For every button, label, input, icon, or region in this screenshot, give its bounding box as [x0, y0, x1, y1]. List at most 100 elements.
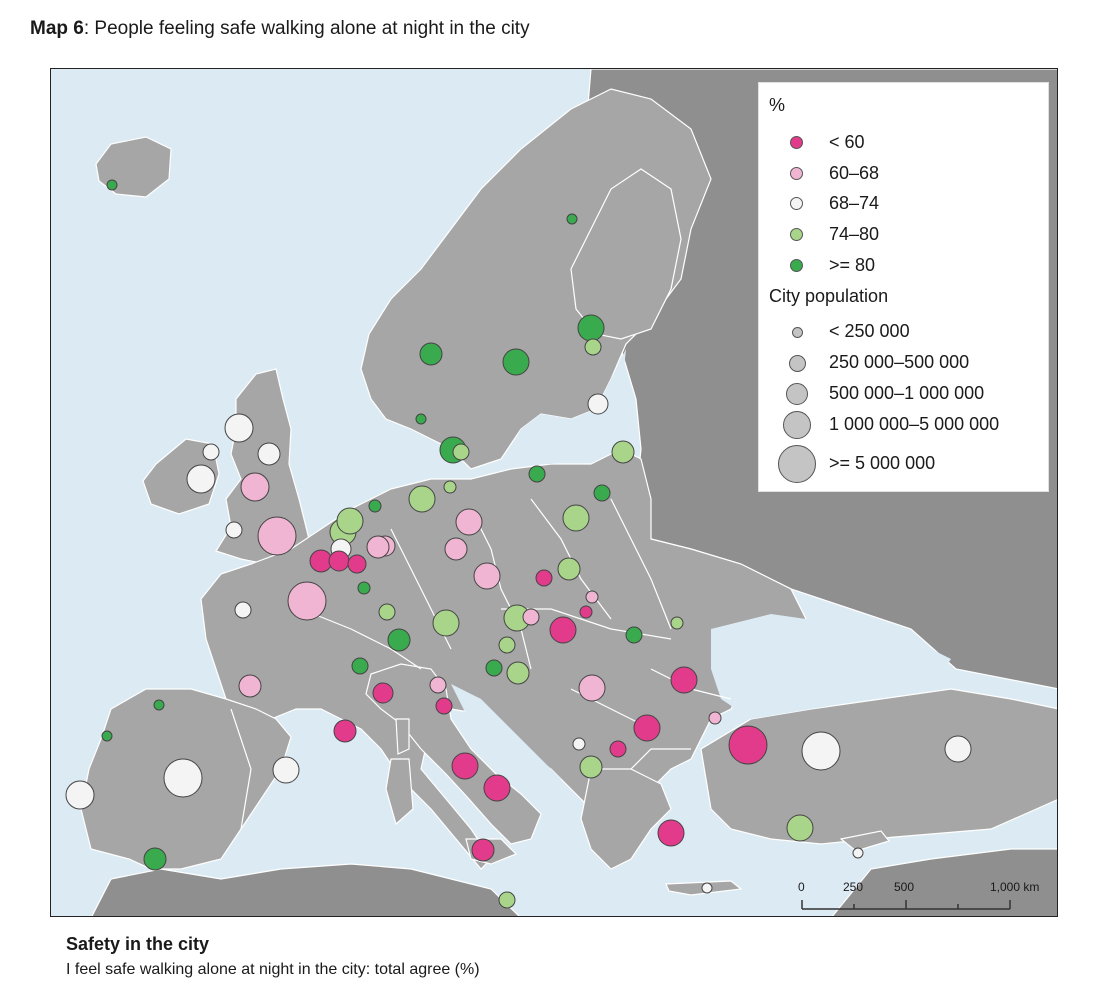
legend-population-label: 500 000–1 000 000 [829, 383, 985, 403]
legend-percent-class: 74–80 [759, 222, 1049, 248]
city-marker [65, 780, 95, 810]
legend-size-swatch [786, 383, 808, 405]
city-marker [572, 737, 586, 751]
city-marker [408, 485, 436, 513]
city-marker [485, 659, 503, 677]
legend-population-label: 1 000 000–5 000 000 [829, 414, 1000, 434]
map-title: Map 6: People feeling safe walking alone… [30, 18, 530, 40]
legend-percent-label: 68–74 [829, 193, 880, 213]
scale-tick-label: 1,000 km [990, 880, 1040, 894]
cyprus-landmass [839, 830, 891, 852]
city-marker [609, 740, 627, 758]
city-marker [498, 891, 516, 909]
city-marker [471, 838, 495, 862]
city-marker [852, 847, 864, 859]
city-marker [287, 581, 327, 621]
city-marker [585, 590, 599, 604]
city-markers [65, 179, 972, 909]
map-legend: % < 60 60–68 68–74 74–80 >= 80 City populati… [758, 82, 1049, 492]
city-marker [272, 756, 300, 784]
middle-east-landmass [831, 848, 1057, 916]
city-marker [432, 609, 460, 637]
legend-population-label: < 250 000 [829, 321, 910, 341]
legend-population-heading: City population [769, 286, 889, 306]
legend-size-swatch [791, 326, 803, 338]
city-marker [786, 814, 814, 842]
city-marker [566, 213, 578, 225]
city-marker [101, 730, 113, 742]
city-marker [579, 605, 593, 619]
city-marker [587, 393, 609, 415]
north-africa-landmass [91, 863, 520, 916]
corsica-landmass [395, 718, 410, 755]
city-marker [435, 697, 453, 715]
city-marker [234, 601, 252, 619]
scale-bar-line [801, 900, 1011, 910]
city-marker [257, 516, 297, 556]
city-marker [633, 714, 661, 742]
legend-color-swatch [790, 167, 803, 180]
sardinia-landmass [385, 758, 414, 826]
city-marker [366, 535, 390, 559]
city-marker [498, 636, 516, 654]
city-marker [153, 699, 165, 711]
city-marker [387, 628, 411, 652]
caption-subtitle: I feel safe walking alone at night in th… [66, 961, 480, 978]
scale-bar: 0 250 500 1,000 km [790, 878, 1050, 914]
city-marker [378, 603, 396, 621]
legend-color-swatch [790, 136, 803, 149]
city-marker [106, 179, 118, 191]
city-marker [451, 752, 479, 780]
adriatic-sea [451, 684, 561, 789]
city-marker [562, 504, 590, 532]
city-marker [535, 569, 553, 587]
legend-color-swatch [790, 259, 803, 272]
city-marker [452, 443, 470, 461]
legend-population-class: 1 000 000–5 000 000 [759, 411, 1049, 439]
city-marker [443, 480, 457, 494]
city-marker [502, 348, 530, 376]
legend-percent-class: 68–74 [759, 191, 1049, 217]
city-marker [240, 472, 270, 502]
greece-landmass [580, 768, 672, 870]
legend-population-label: >= 5 000 000 [829, 453, 936, 473]
city-marker [506, 661, 530, 685]
city-marker [611, 440, 635, 464]
city-marker [801, 731, 841, 771]
city-marker [444, 537, 468, 561]
map-title-text: : People feeling safe walking alone at n… [83, 18, 530, 39]
legend-percent-label: >= 80 [829, 255, 876, 275]
city-marker [473, 562, 501, 590]
city-marker [225, 521, 243, 539]
legend-percent-label: 60–68 [829, 163, 880, 183]
legend-percent-label: 74–80 [829, 224, 880, 244]
scale-tick-label: 250 [843, 880, 864, 894]
legend-percent-heading: % [769, 95, 786, 115]
city-marker [728, 725, 768, 765]
city-marker [577, 314, 605, 342]
city-marker [336, 507, 364, 535]
city-marker [670, 666, 698, 694]
city-marker [333, 719, 357, 743]
city-marker [557, 557, 581, 581]
city-marker [429, 676, 447, 694]
legend-population-class: < 250 000 [759, 319, 1049, 345]
baltic-sea [501, 349, 626, 464]
map-number: Map 6 [30, 18, 84, 39]
city-marker [372, 682, 394, 704]
city-marker [522, 608, 540, 626]
turkey-landmass [700, 688, 1057, 845]
city-marker [549, 616, 577, 644]
city-marker [701, 882, 713, 894]
city-marker [163, 758, 203, 798]
city-marker [455, 508, 483, 536]
city-marker [328, 550, 350, 572]
city-marker [351, 657, 369, 675]
city-marker [224, 413, 254, 443]
city-marker [670, 616, 684, 630]
legend-color-swatch [790, 228, 803, 241]
city-marker [483, 774, 511, 802]
city-marker [579, 755, 603, 779]
legend-percent-class: 60–68 [759, 161, 1049, 187]
city-marker [186, 464, 216, 494]
